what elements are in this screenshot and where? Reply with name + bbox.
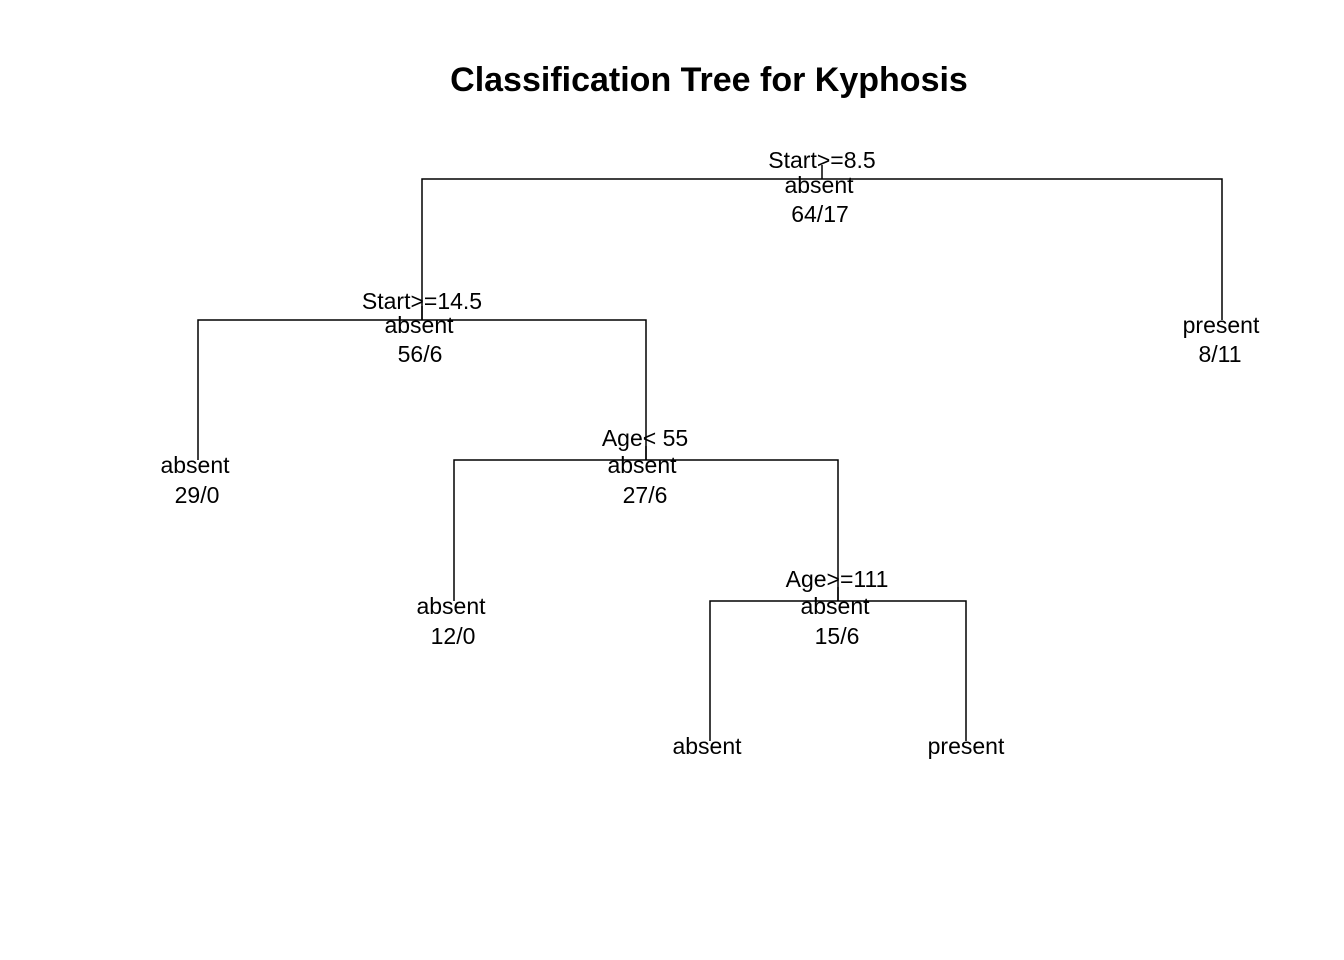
node-n2-class: absent [384, 312, 454, 338]
node-age-55: Age< 55 absent 27/6 [602, 425, 688, 508]
node-start-14-5: Start>=14.5 absent 56/6 [362, 288, 482, 367]
node-n11-counts: 15/6 [815, 623, 860, 649]
leaf-n23-class: present [928, 733, 1005, 759]
node-n5-counts: 27/6 [623, 482, 668, 508]
node-n2-split: Start>=14.5 [362, 288, 482, 314]
leaf-n10-counts: 12/0 [431, 623, 476, 649]
node-n5-class: absent [607, 452, 677, 478]
leaf-absent-12-0: absent 12/0 [416, 593, 486, 649]
edge-root [421, 165, 1223, 320]
edge-n5 [453, 446, 839, 601]
node-root-split: Start>=8.5 [768, 147, 875, 173]
node-n11-split: Age>=111 [786, 566, 889, 592]
chart-title: Classification Tree for Kyphosis [450, 61, 968, 99]
leaf-n3-counts: 8/11 [1198, 341, 1241, 367]
node-n2-counts: 56/6 [398, 341, 443, 367]
leaf-n3-class: present [1183, 312, 1260, 338]
node-age-111: Age>=111 absent 15/6 [786, 566, 889, 649]
leaf-absent-29-0: absent 29/0 [160, 452, 230, 508]
edge-n11 [709, 587, 967, 741]
tree-edges [197, 165, 1223, 741]
node-root-counts: 64/17 [791, 201, 849, 227]
leaf-n22-class: absent [672, 733, 742, 759]
node-root-class: absent [784, 172, 854, 198]
node-n11-class: absent [800, 593, 870, 619]
leaf-n10-class: absent [416, 593, 486, 619]
leaf-n4-counts: 29/0 [175, 482, 220, 508]
leaf-n4-class: absent [160, 452, 230, 478]
node-root: Start>=8.5 absent 64/17 [768, 147, 875, 227]
leaf-present-8-11: present 8/11 [1183, 312, 1260, 367]
node-n5-split: Age< 55 [602, 425, 688, 451]
edge-n2 [197, 306, 647, 460]
